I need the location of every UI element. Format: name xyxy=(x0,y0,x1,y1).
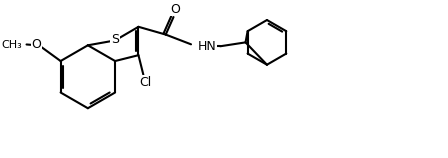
Text: CH₃: CH₃ xyxy=(1,40,22,50)
Text: O: O xyxy=(171,3,181,16)
Text: HN: HN xyxy=(198,40,216,53)
Text: S: S xyxy=(111,33,119,46)
Text: O: O xyxy=(31,38,41,51)
Text: Cl: Cl xyxy=(139,76,151,89)
